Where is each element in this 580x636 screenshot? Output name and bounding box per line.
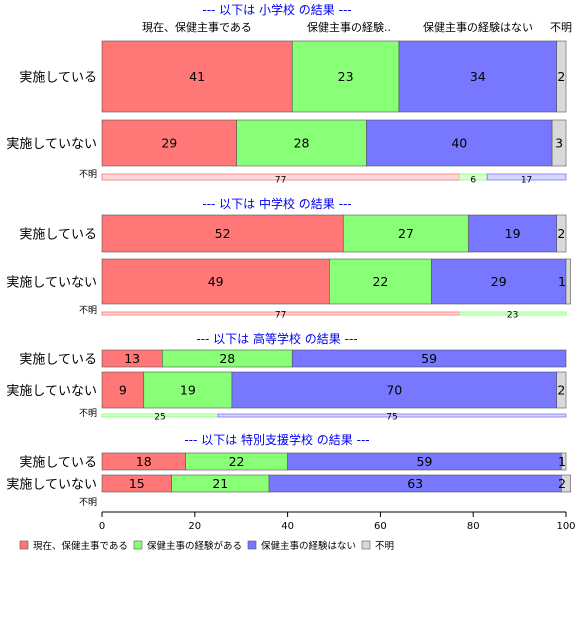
- bar-segment: [398, 40, 558, 113]
- bar-segment: [468, 214, 558, 253]
- row-label: 実施している: [19, 455, 97, 471]
- unknown-value-label: 77: [275, 176, 286, 186]
- unknown-row-label: 不明: [79, 497, 97, 508]
- bar-segment: [342, 214, 469, 253]
- bar-value-label: 1: [558, 274, 566, 289]
- column-header: 保健主事の経験はない: [423, 20, 533, 34]
- bar-value-label: 27: [398, 226, 414, 241]
- bar-segment: [431, 258, 567, 305]
- bar-segment: [556, 214, 567, 253]
- section-title: --- 以下は 中学校 の結果 ---: [202, 196, 351, 211]
- bar-segment: [291, 40, 400, 113]
- bar-value-label: 63: [407, 476, 423, 491]
- column-header: 不明: [550, 21, 572, 34]
- bar-value-label: 34: [470, 69, 486, 84]
- bar-value-label: 28: [219, 351, 235, 366]
- row-label: 実施していない: [6, 477, 97, 493]
- section-title: --- 以下は 高等学校 の結果 ---: [196, 331, 357, 346]
- row-label: 実施している: [19, 70, 97, 86]
- bar-value-label: 2: [557, 69, 565, 84]
- bar-segment: [556, 371, 567, 409]
- row-label: 実施している: [19, 227, 97, 243]
- bar-segment: [561, 474, 571, 493]
- unknown-bar-segment: [458, 311, 567, 316]
- bar-segment: [366, 119, 553, 167]
- bar-value-label: 28: [294, 136, 310, 151]
- bar-segment: [291, 349, 567, 368]
- unknown-value-label: 23: [507, 311, 518, 321]
- bar-segment: [231, 371, 558, 409]
- unknown-row-label: 不明: [79, 408, 97, 419]
- unknown-row-label: 不明: [79, 305, 97, 316]
- bar-segment: [551, 119, 567, 167]
- unknown-value-label: 25: [154, 413, 165, 423]
- unknown-value-label: 17: [521, 176, 532, 186]
- legend-label: 保健主事の経験はない: [261, 540, 356, 552]
- unknown-bar-segment: [217, 413, 567, 418]
- bar-value-label: 19: [505, 226, 521, 241]
- section-title: --- 以下は 小学校 の結果 ---: [202, 2, 351, 17]
- x-tick-label: 80: [467, 521, 480, 532]
- bar-value-label: 52: [215, 226, 231, 241]
- bar-value-label: 3: [555, 136, 563, 151]
- bar-value-label: 21: [212, 476, 228, 491]
- bar-segment: [565, 258, 571, 305]
- legend-swatch: [361, 540, 371, 550]
- bar-segment: [101, 119, 237, 167]
- x-tick-label: 0: [99, 521, 105, 532]
- section-title: --- 以下は 特別支援学校 の結果 ---: [184, 432, 369, 447]
- bar-value-label: 2: [557, 226, 565, 241]
- row-label: 実施していない: [6, 383, 97, 399]
- legend-swatch: [19, 540, 29, 550]
- bar-value-label: 1: [558, 454, 566, 469]
- bar-value-label: 19: [180, 383, 196, 398]
- bar-value-label: 18: [136, 454, 152, 469]
- x-tick-label: 60: [374, 521, 387, 532]
- bar-segment: [556, 40, 567, 113]
- row-label: 実施していない: [6, 275, 97, 291]
- bar-segment: [101, 40, 293, 113]
- bar-value-label: 29: [161, 136, 177, 151]
- bar-value-label: 40: [451, 136, 467, 151]
- column-header: 保健主事の経験..: [307, 20, 391, 34]
- bar-segment: [101, 258, 330, 305]
- bar-segment: [101, 214, 344, 253]
- unknown-row-label: 不明: [79, 169, 97, 180]
- row-label: 実施していない: [6, 136, 97, 152]
- bar-value-label: 59: [417, 454, 433, 469]
- bar-value-label: 70: [386, 383, 402, 398]
- bar-value-label: 59: [421, 351, 437, 366]
- bar-value-label: 2: [558, 476, 566, 491]
- bar-segment: [101, 371, 145, 409]
- legend-label: 不明: [375, 541, 394, 552]
- bar-segment: [329, 258, 432, 305]
- bar-value-label: 9: [119, 383, 127, 398]
- unknown-bar-segment: [486, 173, 567, 181]
- legend-label: 保健主事の経験がある: [147, 540, 242, 552]
- x-tick-label: 40: [281, 521, 294, 532]
- bar-value-label: 13: [124, 351, 140, 366]
- column-header: 現在、保健主事である: [142, 20, 252, 34]
- x-tick-label: 20: [188, 521, 201, 532]
- legend-swatch: [133, 540, 143, 550]
- bar-segment: [561, 452, 567, 471]
- bar-value-label: 22: [372, 274, 388, 289]
- bar-segment: [236, 119, 367, 167]
- row-label: 実施している: [19, 352, 97, 368]
- unknown-value-label: 77: [275, 311, 286, 321]
- bar-value-label: 15: [129, 476, 145, 491]
- bar-value-label: 41: [189, 69, 205, 84]
- unknown-value-label: 6: [470, 176, 476, 186]
- bar-value-label: 22: [229, 454, 245, 469]
- legend-swatch: [247, 540, 257, 550]
- bar-value-label: 29: [491, 274, 507, 289]
- x-tick-label: 100: [556, 521, 575, 532]
- unknown-value-label: 75: [386, 413, 397, 423]
- bar-value-label: 23: [338, 69, 354, 84]
- bar-value-label: 2: [557, 383, 565, 398]
- legend-label: 現在、保健主事である: [33, 540, 128, 552]
- bar-value-label: 49: [208, 274, 224, 289]
